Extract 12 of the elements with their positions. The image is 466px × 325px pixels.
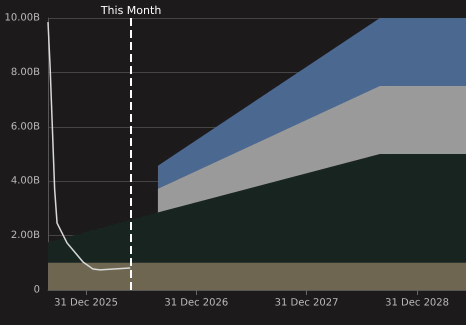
y-tick-label: 10.00B [4,12,40,24]
line-series [47,21,131,271]
y-tick-label: 2.00B [10,230,40,242]
y-tick-label: 4.00B [10,176,40,187]
ref-line-label: This Month [100,4,162,17]
x-tick-label: 31 Dec 2028 [385,298,450,308]
x-tick-label: 31 Dec 2026 [164,298,228,308]
x-tick-label: 31 Dec 2027 [274,298,338,308]
x-tick-label: 31 Dec 2025 [54,298,118,308]
y-tick-label: 6.00B [10,121,40,132]
y-tick-label: 8.00B [10,66,40,78]
y-tick-label: 0 [34,284,40,296]
